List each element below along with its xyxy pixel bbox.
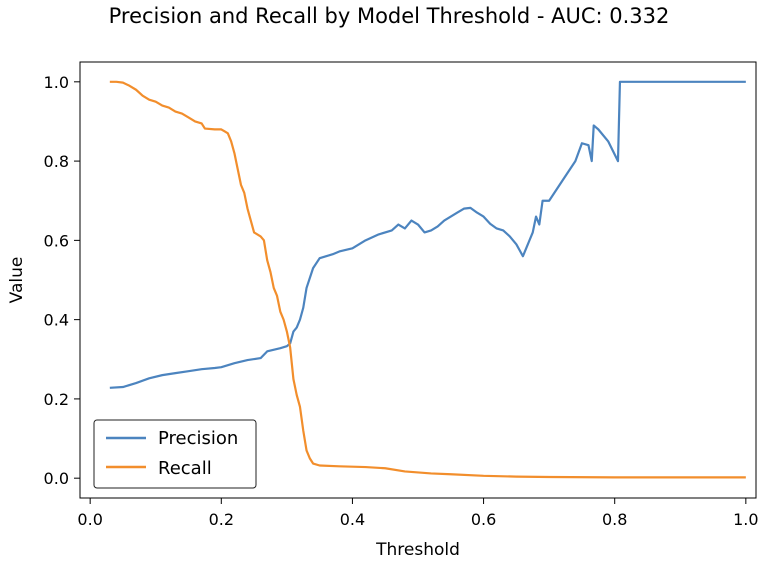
y-tick-label: 0.8 <box>44 152 69 171</box>
plot-frame <box>79 61 757 499</box>
x-tick-label: 0.4 <box>340 510 365 529</box>
chart-title: Precision and Recall by Model Threshold … <box>108 4 670 28</box>
series-layer <box>109 80 746 479</box>
legend-recall-label: Recall <box>158 458 212 479</box>
x-tick-label: 0.8 <box>602 510 627 529</box>
legend-precision-label: Precision <box>158 428 238 449</box>
series-line-precision <box>109 80 746 389</box>
x-axis-ticks: 0.0 0.2 0.4 0.6 0.8 1.0 <box>77 498 759 529</box>
y-axis-ticks: 0.0 0.2 0.4 0.6 0.8 1.0 <box>44 73 80 488</box>
series-line-recall <box>109 80 746 479</box>
y-tick-label: 1.0 <box>44 73 69 92</box>
y-tick-label: 0.6 <box>44 231 69 250</box>
x-tick-label: 0.0 <box>77 510 102 529</box>
x-tick-label: 0.6 <box>471 510 496 529</box>
legend: Precision Recall <box>93 419 257 489</box>
y-tick-label: 0.4 <box>44 311 69 330</box>
x-tick-label: 1.0 <box>733 510 758 529</box>
x-axis-label: Threshold <box>375 540 460 560</box>
y-axis-label: Value <box>7 257 27 304</box>
y-tick-label: 0.0 <box>44 469 69 488</box>
y-tick-label: 0.2 <box>44 390 69 409</box>
x-tick-label: 0.2 <box>209 510 234 529</box>
